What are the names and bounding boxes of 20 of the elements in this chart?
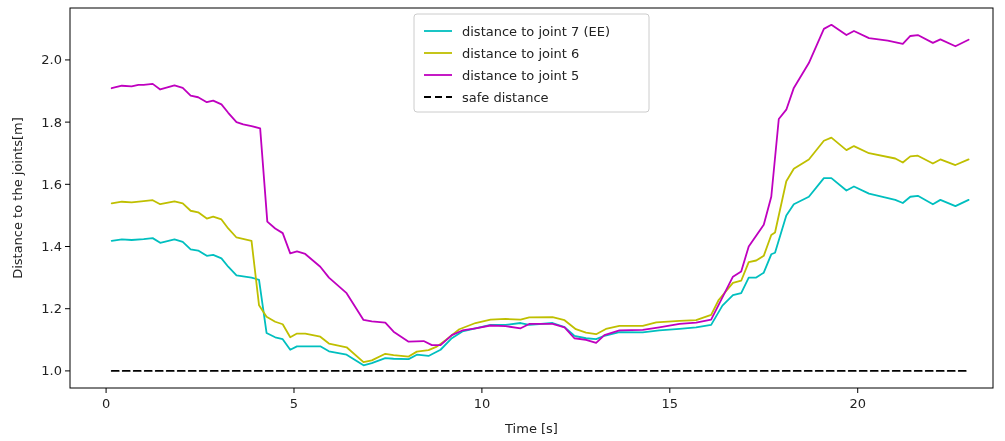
y-axis-title: Distance to the joints[m] (10, 117, 25, 279)
line-series (110, 136, 970, 364)
x-tick-label: 5 (289, 396, 299, 411)
y-tick-label: 1.2 (41, 301, 62, 317)
legend-label: distance to joint 7 (EE) (462, 23, 611, 39)
y-tick-label: 1.4 (41, 239, 62, 255)
x-tick-label: 20 (849, 396, 866, 411)
x-axis-title: Time [s] (504, 421, 558, 436)
y-tick-label: 1.6 (41, 176, 62, 192)
line-series (110, 177, 970, 367)
y-tick-label: 2.0 (41, 52, 62, 68)
y-tick-label: 1.8 (41, 114, 62, 130)
x-tick-label: 0 (101, 396, 111, 411)
y-tick-label: 1.0 (41, 363, 62, 379)
line-series (110, 23, 970, 346)
legend-label: distance to joint 5 (462, 67, 580, 83)
x-tick-label: 15 (661, 396, 679, 411)
x-tick-label: 10 (473, 396, 491, 411)
legend-label: safe distance (462, 89, 549, 105)
legend-label: distance to joint 6 (462, 45, 580, 61)
